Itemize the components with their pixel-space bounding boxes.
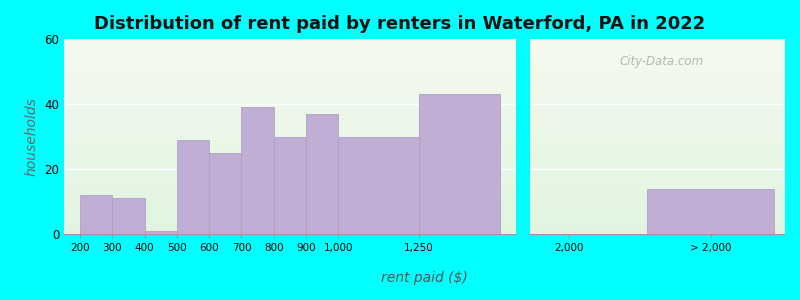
Text: Distribution of rent paid by renters in Waterford, PA in 2022: Distribution of rent paid by renters in … xyxy=(94,15,706,33)
Bar xyxy=(419,94,500,234)
Bar xyxy=(177,140,210,234)
Bar xyxy=(274,136,306,234)
Bar xyxy=(113,198,145,234)
Y-axis label: households: households xyxy=(25,97,38,176)
Bar xyxy=(647,188,774,234)
Bar xyxy=(80,195,113,234)
Bar xyxy=(242,107,274,234)
Bar xyxy=(145,231,177,234)
Bar xyxy=(338,136,419,234)
Text: City-Data.com: City-Data.com xyxy=(620,55,704,68)
Bar xyxy=(210,153,242,234)
Text: rent paid ($): rent paid ($) xyxy=(381,271,467,285)
Bar xyxy=(306,114,338,234)
